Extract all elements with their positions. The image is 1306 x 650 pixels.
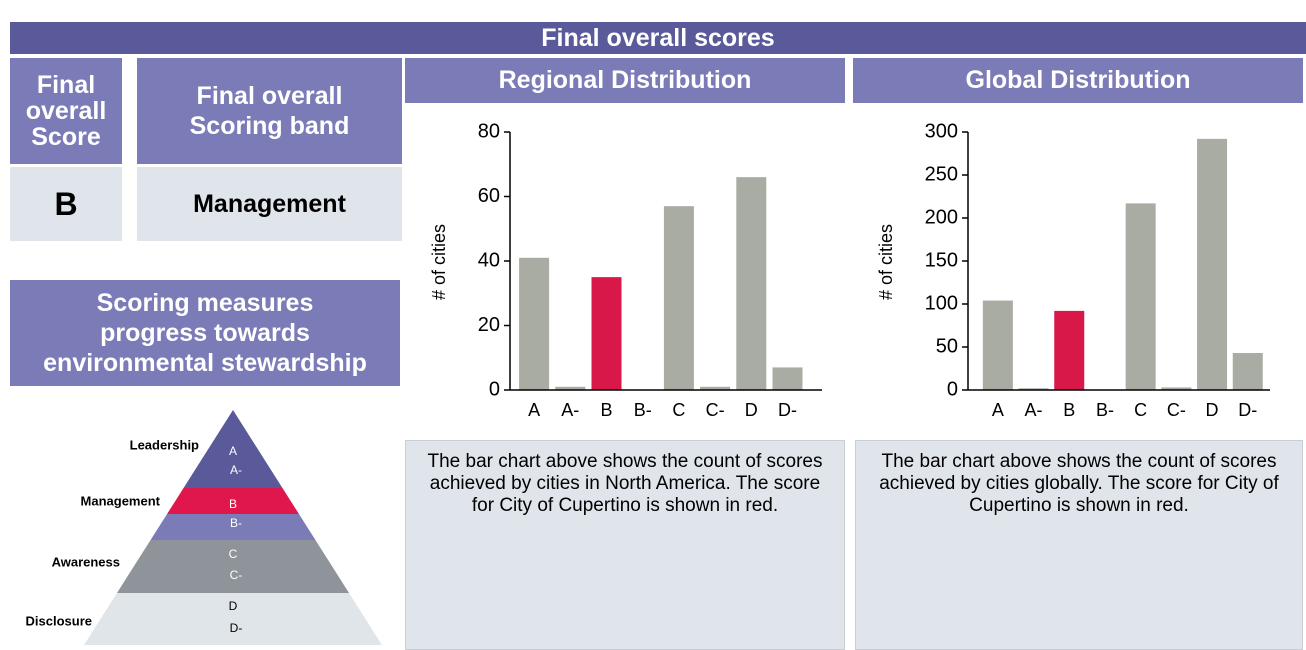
level-label: Management xyxy=(81,493,161,508)
bar xyxy=(1161,387,1192,390)
description: The bar chart above shows the count of s… xyxy=(855,440,1303,650)
bar xyxy=(591,277,622,390)
pyramid-layer xyxy=(116,540,350,593)
bar xyxy=(772,367,803,390)
bar xyxy=(700,386,731,390)
x-tick-label: B xyxy=(600,400,612,420)
chart-title: Global Distribution xyxy=(965,66,1191,94)
x-tick-label: A- xyxy=(1025,400,1043,420)
x-tick-label: D xyxy=(1206,400,1219,420)
heading-line: overall xyxy=(25,97,107,125)
chart-title-box: Global Distribution xyxy=(853,58,1303,103)
bar xyxy=(663,206,694,390)
y-tick-label: 80 xyxy=(478,120,500,142)
band-value: Management xyxy=(137,167,402,241)
y-tick-label: 50 xyxy=(936,335,958,357)
y-tick-label: 250 xyxy=(925,163,958,185)
x-tick-label: B xyxy=(1063,400,1075,420)
pyramid-layer xyxy=(150,514,316,540)
x-tick-label: C- xyxy=(1167,400,1186,420)
measures-line: environmental stewardship xyxy=(43,349,367,377)
heading-line: Final xyxy=(36,71,96,99)
x-tick-label: A xyxy=(992,400,1004,420)
grade-label: D xyxy=(229,599,238,613)
x-tick-label: C- xyxy=(706,400,725,420)
chart-title-box: Regional Distribution xyxy=(405,58,845,103)
measures-line: Scoring measures xyxy=(96,289,314,317)
y-tick-label: 20 xyxy=(478,314,500,336)
measures: Scoring measures progress towards enviro… xyxy=(10,280,400,386)
grade-label: C- xyxy=(230,568,243,582)
y-tick-label: 40 xyxy=(478,249,500,271)
y-tick-label: 60 xyxy=(478,185,500,207)
y-tick-label: 100 xyxy=(925,292,958,314)
y-tick-label: 0 xyxy=(489,378,500,400)
description-text: The bar chart above shows the count of s… xyxy=(427,451,823,516)
level-label: Awareness xyxy=(52,554,120,569)
heading-line: Scoring band xyxy=(189,112,350,140)
pyramid-layer xyxy=(84,593,382,645)
band-text: Management xyxy=(193,189,346,218)
banner-title: Final overall scores xyxy=(541,23,775,52)
bar xyxy=(1232,353,1263,390)
heading-line: Score xyxy=(31,123,101,151)
bar xyxy=(736,177,767,390)
grade-label: A xyxy=(229,444,237,458)
x-tick-label: B- xyxy=(1096,400,1114,420)
bar xyxy=(1054,310,1085,390)
x-tick-label: A- xyxy=(561,400,579,420)
score-value: B xyxy=(10,167,122,241)
pyramid-layer xyxy=(183,410,283,488)
score-text: B xyxy=(54,185,78,222)
heading-line: Final overall xyxy=(196,82,343,110)
level-label: Disclosure xyxy=(26,613,92,628)
y-tick-label: 0 xyxy=(947,378,958,400)
bar xyxy=(519,257,550,390)
y-axis-label: # of cities xyxy=(429,224,449,300)
x-tick-label: B- xyxy=(634,400,652,420)
chart-title: Regional Distribution xyxy=(498,66,752,94)
bar xyxy=(982,300,1013,390)
y-tick-label: 150 xyxy=(925,249,958,271)
measures-line: progress towards xyxy=(100,319,310,347)
y-tick-label: 300 xyxy=(925,120,958,142)
bar xyxy=(555,386,586,390)
grade-label: A- xyxy=(230,463,242,477)
bar xyxy=(1125,203,1156,390)
x-tick-label: C xyxy=(1134,400,1147,420)
bar xyxy=(1197,138,1228,390)
pyramid-layer xyxy=(167,488,299,514)
x-tick-label: D xyxy=(745,400,758,420)
x-tick-label: D- xyxy=(778,400,797,420)
score-heading: Final overall Score xyxy=(10,58,122,164)
level-label: Leadership xyxy=(130,437,199,452)
grade-label: B xyxy=(229,497,237,511)
x-tick-label: A xyxy=(528,400,540,420)
banner: Final overall scores xyxy=(10,22,1306,54)
x-tick-label: C xyxy=(672,400,685,420)
description-text: The bar chart above shows the count of s… xyxy=(879,451,1279,516)
x-tick-label: D- xyxy=(1238,400,1257,420)
y-axis-label: # of cities xyxy=(876,224,896,300)
y-tick-label: 200 xyxy=(925,206,958,228)
grade-label: D- xyxy=(230,621,243,635)
grade-label: B- xyxy=(230,516,242,530)
description: The bar chart above shows the count of s… xyxy=(405,440,845,650)
band-heading: Final overall Scoring band xyxy=(137,58,402,164)
grade-label: C xyxy=(229,547,238,561)
bar xyxy=(1018,388,1049,390)
